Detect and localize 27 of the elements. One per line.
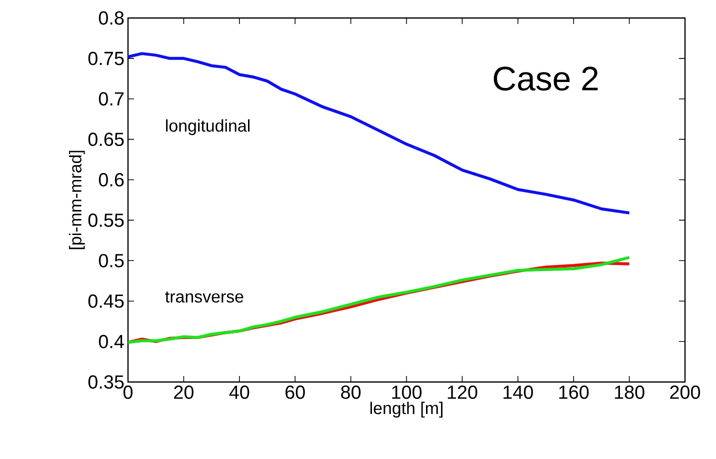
x-axis-title: length [m] [370,402,442,418]
y-tick-label: 0.65 [88,132,124,146]
y-tick-label: 0.35 [88,375,124,389]
y-tick-label: 0.45 [88,294,124,308]
x-tick-label: 200 [670,386,700,399]
x-tick-label: 40 [229,386,250,399]
x-tick-label: 160 [559,386,589,399]
x-tick-label: 0 [123,386,133,399]
y-tick-label: 0.4 [98,334,124,348]
y-tick-label: 0.75 [88,52,124,66]
x-tick-label: 140 [504,386,533,399]
y-tick-label: 0.6 [98,173,124,186]
y-tick-label: 0.7 [98,92,124,106]
annotation: Case 2 [494,66,598,91]
annotation: longitudinal [166,119,250,136]
x-tick-label: 80 [341,386,361,399]
x-tick-label: 100 [392,386,422,399]
x-tick-label: 180 [614,386,644,399]
x-tick-label: 120 [448,386,478,399]
x-tick-label: 20 [174,386,194,399]
y-tick-label: 0.5 [98,254,124,268]
x-tick-label: 60 [286,386,305,399]
y-axis-title: [pi-mm-mrad] [69,150,85,250]
annotation: transverse [165,291,244,303]
y-tick-label: 0.55 [88,214,124,227]
y-tick-label: 0.8 [98,11,124,25]
line-series [128,52,631,214]
